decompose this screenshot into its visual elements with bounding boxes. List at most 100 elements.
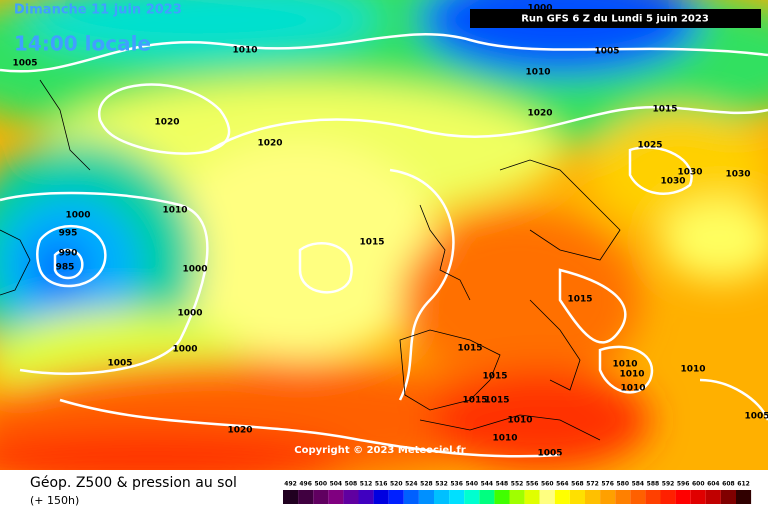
legend-value: 528 <box>420 481 433 488</box>
isobar-label: 1005 <box>537 449 562 459</box>
isobar-label: 1020 <box>227 426 252 436</box>
footer-title: Géop. Z500 & pression au sol <box>30 475 237 491</box>
legend-swatch <box>509 490 525 504</box>
legend-swatch <box>479 490 495 504</box>
isobar-label: 985 <box>56 263 75 273</box>
legend-value: 584 <box>632 481 645 488</box>
legend-value: 504 <box>330 481 343 488</box>
isobar-label: 1015 <box>457 344 482 354</box>
legend-swatch <box>645 490 661 504</box>
legend-value: 544 <box>481 481 494 488</box>
legend-swatch <box>524 490 540 504</box>
isobar-label: 1015 <box>359 238 384 248</box>
legend-swatch <box>720 490 736 504</box>
legend-value: 548 <box>496 481 509 488</box>
isobar-label: 990 <box>59 249 78 259</box>
isobar-label: 995 <box>59 229 78 239</box>
legend-swatch <box>630 490 646 504</box>
run-info: Run GFS 6 Z du Lundi 5 juin 2023 <box>521 14 709 25</box>
legend-swatch <box>313 490 329 504</box>
legend-value: 564 <box>556 481 569 488</box>
legend-swatch <box>358 490 374 504</box>
legend-value: 512 <box>360 481 373 488</box>
legend-value: 536 <box>450 481 463 488</box>
legend-value: 580 <box>616 481 629 488</box>
isobar-label: 1020 <box>154 118 179 128</box>
legend-swatch <box>615 490 631 504</box>
legend-value: 600 <box>692 481 705 488</box>
legend-swatch <box>736 490 752 504</box>
copyright: Copyright © 2023 Meteociel.fr <box>294 445 465 456</box>
legend-value: 516 <box>375 481 388 488</box>
legend-value: 608 <box>722 481 735 488</box>
legend-swatch <box>464 490 480 504</box>
isobar-label: 1000 <box>182 265 207 275</box>
isobar-label: 1005 <box>107 359 132 369</box>
isobar-label: 1010 <box>680 365 705 375</box>
legend-swatch <box>403 490 419 504</box>
isobar-label: 1005 <box>744 412 768 422</box>
isobar-label: 1030 <box>660 177 685 187</box>
isobar-labels: 1000 1010 1005 1005 1010 1020 1020 1015 1020 1025… <box>12 4 768 459</box>
legend-value: 524 <box>405 481 418 488</box>
isobar-label: 1015 <box>652 105 677 115</box>
legend-swatch <box>434 490 450 504</box>
legend-swatch <box>283 490 299 504</box>
legend-value: 604 <box>707 481 720 488</box>
isobar-label: 1030 <box>725 170 750 180</box>
legend-swatch <box>539 490 555 504</box>
isobar-label: 1010 <box>162 206 187 216</box>
isobar-label: 1025 <box>637 141 662 151</box>
legend-swatch <box>569 490 585 504</box>
isobar-label: 1030 <box>677 168 702 178</box>
isobar-label: 1015 <box>462 396 487 406</box>
legend-value: 492 <box>284 481 297 488</box>
legend-value: 576 <box>601 481 614 488</box>
legend-swatch <box>418 490 434 504</box>
legend-value: 552 <box>511 481 524 488</box>
legend-swatch <box>373 490 389 504</box>
isobar-label: 1005 <box>12 59 37 69</box>
legend-value: 556 <box>526 481 539 488</box>
legend: 492 496 500 504 508 512 516 520 524 528 532 536 540 5… <box>283 481 752 504</box>
legend-value: 612 <box>737 481 750 488</box>
isobar-label: 1015 <box>567 295 592 305</box>
isobar-label: 1015 <box>484 396 509 406</box>
legend-value: 508 <box>345 481 358 488</box>
legend-value: 568 <box>571 481 584 488</box>
legend-value: 540 <box>465 481 478 488</box>
isobar-label: 1020 <box>257 139 282 149</box>
isobar-label: 1010 <box>492 434 517 444</box>
legend-value: 588 <box>647 481 660 488</box>
legend-value: 520 <box>390 481 403 488</box>
legend-swatch <box>388 490 404 504</box>
date-title: Dimanche 11 juin 2023 <box>14 3 182 18</box>
isobar-label: 1000 <box>172 345 197 355</box>
isobar-label: 1000 <box>177 309 202 319</box>
legend-value: 572 <box>586 481 599 488</box>
isobar-label: 1015 <box>482 372 507 382</box>
legend-value: 532 <box>435 481 448 488</box>
footer-lead: (+ 150h) <box>30 494 79 507</box>
legend-swatch <box>690 490 706 504</box>
isobar-label: 1010 <box>619 370 644 380</box>
legend-value: 496 <box>299 481 312 488</box>
run-box <box>470 9 761 28</box>
isobar-label: 1000 <box>527 4 552 14</box>
isobar-label: 1020 <box>527 109 552 119</box>
time-title: 14:00 locale <box>14 32 151 56</box>
legend-swatch <box>675 490 691 504</box>
isobar-label: 1010 <box>525 68 550 78</box>
isobar-label: 1010 <box>507 416 532 426</box>
legend-swatch <box>585 490 601 504</box>
legend-swatch <box>343 490 359 504</box>
isobar-label: 1010 <box>620 384 645 394</box>
legend-swatch <box>328 490 344 504</box>
legend-value: 500 <box>314 481 327 488</box>
legend-swatch <box>600 490 616 504</box>
legend-value: 592 <box>662 481 675 488</box>
legend-swatch <box>660 490 676 504</box>
isobar-label: 1010 <box>232 46 257 56</box>
legend-swatch <box>298 490 314 504</box>
